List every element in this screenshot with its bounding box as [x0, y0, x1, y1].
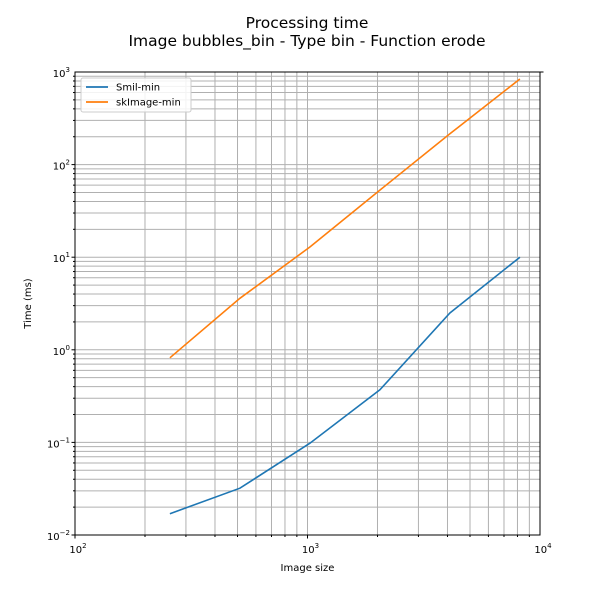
series-line-smil-min: [169, 256, 521, 515]
x-tick-label: 104: [534, 542, 552, 556]
y-tick-label: 103: [53, 66, 70, 80]
chart-title: Processing time: [246, 14, 369, 32]
y-tick-label: 102: [53, 159, 70, 173]
x-axis-label: Image size: [281, 563, 335, 574]
x-tick-label: 102: [69, 542, 86, 556]
chart-subtitle: Image bubbles_bin - Type bin - Function …: [128, 32, 485, 51]
grid: [75, 72, 540, 535]
y-tick-label: 100: [53, 344, 70, 358]
ticks: 102 103 104 10−2 10−1 100 101 102 103: [47, 66, 552, 556]
legend-box: [80, 77, 192, 113]
legend: Smil-min skImage-min: [80, 77, 192, 113]
series-lines: [169, 78, 521, 515]
y-axis-label: Time (ms): [23, 278, 34, 330]
y-tick-label: 101: [53, 251, 70, 265]
x-tick-label: 103: [302, 542, 319, 556]
legend-label: Smil-min: [116, 83, 160, 94]
series-line-skimage-min: [169, 78, 521, 359]
legend-label: skImage-min: [116, 98, 181, 109]
y-tick-label: 10−2: [47, 529, 70, 543]
y-tick-label: 10−1: [47, 436, 70, 450]
